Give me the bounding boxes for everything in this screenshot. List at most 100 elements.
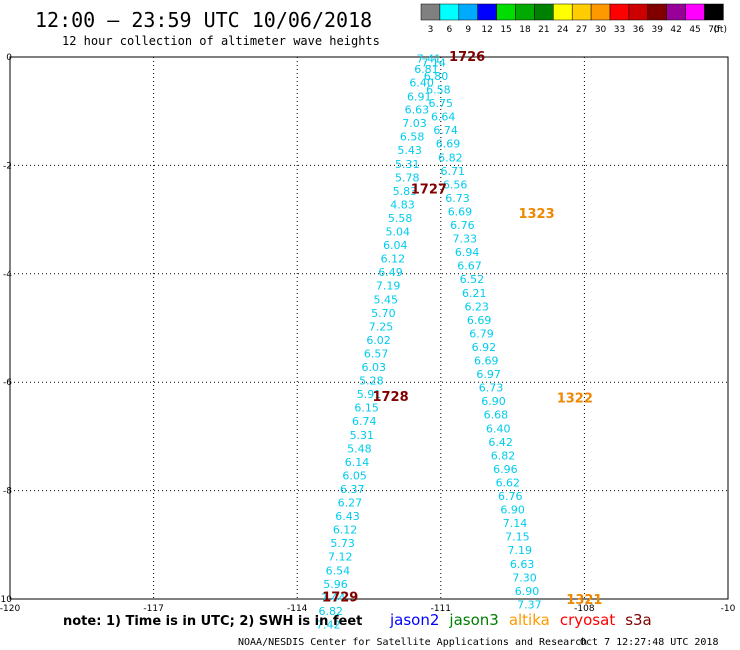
axis-ticks: -120 -117 -114 -111 -108 -10 0 -2 -4 -6 -8 -10	[0, 53, 736, 614]
wave-height-value: 4.83	[390, 198, 415, 211]
wave-height-value: 5.73	[330, 537, 355, 550]
colorbar-label: 70	[708, 25, 720, 35]
footer-note: note: 1) Time is in UTC; 2) SWH is in fe…	[63, 614, 362, 629]
x-tick-label: -108	[574, 604, 595, 614]
colorbar-swatch	[685, 3, 705, 21]
wave-height-value: 6.90	[500, 504, 525, 517]
wave-height-value: 6.69	[467, 314, 492, 327]
y-tick-label: -6	[3, 378, 12, 388]
wave-height-value: 6.67	[457, 260, 482, 273]
colorbar-label: 24	[557, 25, 569, 35]
x-tick-label: -114	[287, 604, 308, 614]
wave-height-value: 7.25	[369, 320, 394, 333]
wave-height-value: 6.15	[354, 402, 379, 415]
wave-height-value: 6.82	[438, 151, 463, 164]
wave-height-value: 7.19	[508, 544, 533, 557]
colorbar-swatch	[458, 3, 478, 21]
pass-time-label: 1729	[322, 590, 358, 605]
colorbar-label: 33	[614, 25, 625, 35]
wave-height-value: 6.74	[433, 124, 458, 137]
mission-name: s3a	[625, 611, 652, 629]
wave-height-value: 6.21	[462, 287, 487, 300]
x-tick-label: -10	[721, 604, 736, 614]
colorbar-swatch	[515, 3, 535, 21]
wave-height-value: 6.76	[498, 490, 523, 503]
wave-height-value: 6.56	[443, 178, 468, 191]
wave-height-value: 6.92	[472, 341, 497, 354]
wave-height-value: 6.43	[335, 510, 360, 523]
wave-height-value: 6.63	[405, 104, 430, 117]
wave-height-value: 6.94	[455, 246, 480, 259]
colorbar-label: 42	[670, 25, 681, 35]
wave-height-value: 6.04	[383, 239, 408, 252]
wave-height-value: 6.69	[474, 355, 499, 368]
y-tick-label: -4	[3, 270, 12, 280]
wave-height-value: 5.43	[397, 144, 422, 157]
wave-height-value: 6.96	[493, 463, 518, 476]
wave-height-value: 7.33	[452, 233, 477, 246]
wave-height-value: 6.73	[445, 192, 470, 205]
colorbar-label: 9	[465, 25, 471, 35]
wave-height-value: 6.05	[342, 469, 367, 482]
mission-name: altika	[509, 611, 550, 629]
wave-height-value: 6.27	[338, 497, 363, 510]
footer-timestamp: Oct 7 12:27:48 UTC 2018	[580, 637, 718, 648]
wave-height-value: 7.37	[517, 598, 542, 611]
colorbar-swatch	[553, 3, 573, 21]
wave-height-value: 5.78	[395, 171, 420, 184]
wave-height-value: 6.42	[488, 436, 513, 449]
wave-height-value: 5.31	[395, 158, 420, 171]
wave-height-value: 6.58	[400, 131, 425, 144]
colorbar-label: 3	[428, 25, 434, 35]
colorbar-swatch	[628, 3, 649, 21]
footer-credit: NOAA/NESDIS Center for Satellite Applica…	[238, 637, 587, 648]
colorbar-label: 6	[446, 25, 452, 35]
wave-height-value: 7.30	[512, 571, 537, 584]
wave-height-value: 5.58	[388, 212, 413, 225]
wave-height-value: 6.49	[378, 266, 403, 279]
pass-time-label: 1321	[566, 593, 602, 608]
colorbar-label: 21	[538, 25, 549, 35]
wave-height-value: 6.23	[464, 300, 489, 313]
wave-height-value: 5.48	[347, 442, 372, 455]
colorbar-swatch	[590, 3, 611, 21]
colorbar-label: 45	[689, 25, 700, 35]
colorbar-label: 27	[576, 25, 587, 35]
wave-height-value: 6.37	[340, 483, 365, 496]
wave-height-value: 6.57	[364, 347, 389, 360]
wave-height-value: 6.74	[352, 415, 377, 428]
mission-legend: jason2 jason3 altika cryosat s3a	[389, 611, 652, 629]
wave-height-value: 7.14	[421, 56, 446, 69]
wave-height-value: 6.12	[381, 253, 406, 266]
colorbar-swatch	[439, 3, 460, 21]
x-tick-label: -117	[143, 604, 163, 614]
colorbar-label: 12	[481, 25, 492, 35]
chart-title: 12:00 — 23:59 UTC 10/06/2018	[35, 8, 372, 32]
wave-height-value: 6.90	[515, 585, 540, 598]
wave-height-value: 5.28	[359, 375, 384, 388]
wave-height-value: 6.81	[414, 63, 439, 76]
wave-height-value: 6.75	[429, 97, 454, 110]
colorbar-swatch	[477, 3, 497, 21]
wave-height-value: 6.82	[491, 449, 516, 462]
wave-height-value: 6.79	[469, 327, 494, 340]
x-tick-label: -111	[431, 604, 451, 614]
wave-height-value: 7.19	[376, 280, 401, 293]
colorbar-swatch	[496, 3, 516, 21]
colorbar-swatch	[534, 3, 554, 21]
wave-height-value: 5.91	[357, 388, 382, 401]
pass-time-label: 1726	[449, 50, 485, 65]
wave-height-value: 7.12	[328, 551, 353, 564]
data-points: 7.416.816.406.916.637.036.585.435.315.78…	[316, 53, 542, 632]
wave-height-value: 6.14	[345, 456, 370, 469]
mission-name: cryosat	[560, 611, 615, 629]
wave-height-value: 7.03	[402, 117, 427, 130]
wave-height-value: 6.40	[409, 76, 434, 89]
wave-height-value: 6.58	[426, 84, 451, 97]
wave-height-value: 6.73	[479, 382, 504, 395]
pass-time-label: 1727	[411, 183, 447, 198]
wave-height-value: 7.14	[503, 517, 528, 530]
wave-height-value: 6.40	[486, 422, 511, 435]
wave-height-value: 6.64	[431, 111, 456, 124]
